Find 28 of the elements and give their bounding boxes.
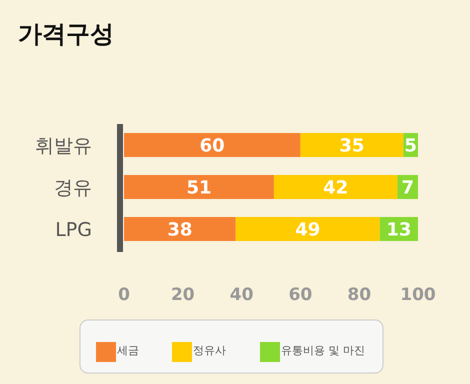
data-label: 13 [386,220,412,240]
data-label: 60 [200,136,225,156]
bar [124,133,300,157]
data-label: 49 [295,220,320,240]
x-tick-label: 40 [230,285,254,305]
data-label: 7 [401,178,414,198]
data-label: 35 [339,136,364,156]
y-tick-label: 휘발유 [35,135,92,157]
data-label: 38 [167,220,192,240]
x-tick-label: 60 [288,285,312,305]
legend-label: 유통비용 및 마진 [281,344,365,357]
bar [274,175,398,199]
x-tick-label: 0 [118,285,130,305]
legend-label: 정유사 [193,344,226,357]
x-tick-label: 100 [400,285,436,305]
bar [300,133,404,157]
y-tick-label: LPG [55,219,92,241]
data-label: 51 [186,178,212,198]
y-tick-label: 경유 [54,177,92,199]
chart-title: 가격구성 [18,20,114,48]
legend-label: 세금 [117,344,139,357]
x-tick-label: 80 [347,285,372,305]
bar [124,217,236,241]
bar [236,217,380,241]
bar [124,175,274,199]
x-tick-label: 20 [170,285,195,305]
data-label: 42 [323,178,348,198]
data-label: 5 [404,136,417,156]
